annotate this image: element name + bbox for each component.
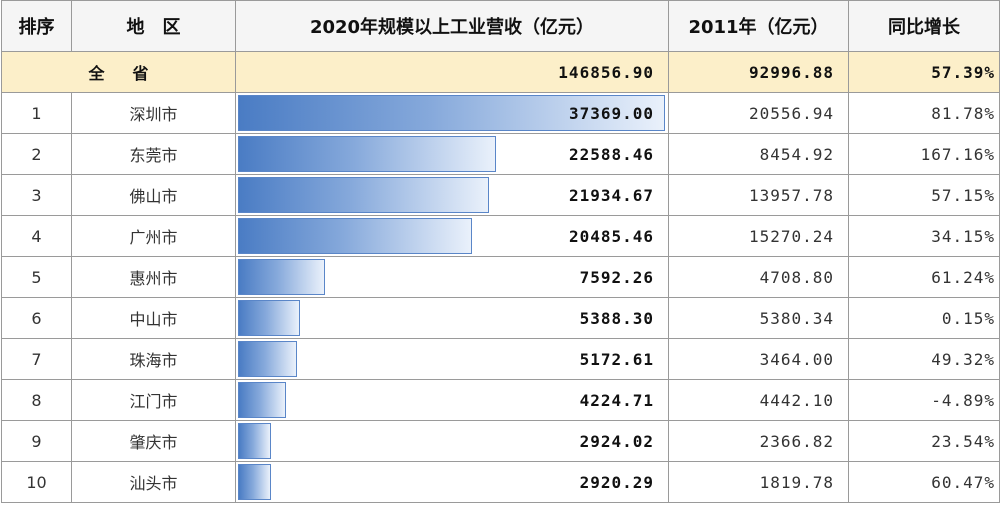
revenue-2011-cell: 2366.82 (668, 420, 849, 462)
region-cell: 汕头市 (71, 461, 236, 503)
rank-cell: 4 (1, 215, 72, 257)
data-bar (238, 95, 665, 131)
region-cell: 惠州市 (71, 256, 236, 298)
revenue-2020-value: 2924.02 (579, 431, 654, 451)
rank-cell: 9 (1, 420, 72, 462)
revenue-2020-cell: 4224.71 (235, 379, 669, 421)
data-bar (238, 177, 489, 213)
header-revenue-2020: 2020年规模以上工业营收（亿元） (235, 0, 669, 52)
revenue-2020-value: 2920.29 (579, 472, 654, 492)
revenue-2011-cell: 5380.34 (668, 297, 849, 339)
table-row: 1 深圳市 37369.00 20556.94 81.78% (1, 92, 1000, 134)
region-cell: 肇庆市 (71, 420, 236, 462)
region-cell: 东莞市 (71, 133, 236, 175)
revenue-2020-cell: 37369.00 (235, 92, 669, 134)
total-label: 全省 (1, 51, 236, 93)
rank-cell: 7 (1, 338, 72, 380)
growth-cell: 34.15% (848, 215, 1000, 257)
region-cell: 深圳市 (71, 92, 236, 134)
revenue-2020-value: 20485.46 (568, 226, 654, 246)
data-bar (238, 259, 325, 295)
growth-cell: 0.15% (848, 297, 1000, 339)
growth-cell: 23.54% (848, 420, 1000, 462)
data-bar (238, 136, 496, 172)
revenue-2020-value: 4224.71 (579, 390, 654, 410)
total-growth: 57.39% (848, 51, 1000, 93)
data-bar (238, 382, 286, 418)
revenue-2011-cell: 20556.94 (668, 92, 849, 134)
rank-cell: 1 (1, 92, 72, 134)
region-cell: 珠海市 (71, 338, 236, 380)
growth-cell: 57.15% (848, 174, 1000, 216)
header-growth: 同比增长 (848, 0, 1000, 52)
region-cell: 广州市 (71, 215, 236, 257)
revenue-2020-cell: 20485.46 (235, 215, 669, 257)
revenue-2020-value: 37369.00 (568, 103, 654, 123)
total-revenue-2020: 146856.90 (235, 51, 669, 93)
header-rank: 排序 (1, 0, 72, 52)
data-bar (238, 341, 297, 377)
revenue-2020-cell: 2920.29 (235, 461, 669, 503)
table-row: 4 广州市 20485.46 15270.24 34.15% (1, 215, 1000, 257)
table-row: 7 珠海市 5172.61 3464.00 49.32% (1, 338, 1000, 380)
growth-cell: -4.89% (848, 379, 1000, 421)
data-bar (238, 218, 472, 254)
region-cell: 佛山市 (71, 174, 236, 216)
revenue-2020-cell: 22588.46 (235, 133, 669, 175)
revenue-2011-cell: 4708.80 (668, 256, 849, 298)
revenue-2020-cell: 5388.30 (235, 297, 669, 339)
region-cell: 江门市 (71, 379, 236, 421)
rank-cell: 3 (1, 174, 72, 216)
revenue-2011-cell: 3464.00 (668, 338, 849, 380)
revenue-2020-cell: 21934.67 (235, 174, 669, 216)
revenue-2020-value: 5388.30 (579, 308, 654, 328)
header-region: 地 区 (71, 0, 236, 52)
header-row: 排序 地 区 2020年规模以上工业营收（亿元） 2011年（亿元） 同比增长 (1, 0, 1000, 52)
rank-cell: 2 (1, 133, 72, 175)
growth-cell: 81.78% (848, 92, 1000, 134)
revenue-2020-cell: 2924.02 (235, 420, 669, 462)
revenue-2011-cell: 8454.92 (668, 133, 849, 175)
data-bar (238, 464, 271, 500)
rank-cell: 5 (1, 256, 72, 298)
table-row: 5 惠州市 7592.26 4708.80 61.24% (1, 256, 1000, 298)
total-revenue-2011: 92996.88 (668, 51, 849, 93)
revenue-2020-value: 5172.61 (579, 349, 654, 369)
growth-cell: 49.32% (848, 338, 1000, 380)
revenue-2020-cell: 7592.26 (235, 256, 669, 298)
revenue-2020-value: 22588.46 (568, 144, 654, 164)
table-row: 9 肇庆市 2924.02 2366.82 23.54% (1, 420, 1000, 462)
rank-cell: 10 (1, 461, 72, 503)
table-row: 10 汕头市 2920.29 1819.78 60.47% (1, 461, 1000, 503)
revenue-2011-cell: 4442.10 (668, 379, 849, 421)
revenue-2011-cell: 1819.78 (668, 461, 849, 503)
rank-cell: 6 (1, 297, 72, 339)
data-bar (238, 300, 300, 336)
revenue-2020-value: 21934.67 (568, 185, 654, 205)
header-revenue-2011: 2011年（亿元） (668, 0, 849, 52)
revenue-2020-value: 7592.26 (579, 267, 654, 287)
table-row: 3 佛山市 21934.67 13957.78 57.15% (1, 174, 1000, 216)
revenue-2011-cell: 15270.24 (668, 215, 849, 257)
region-cell: 中山市 (71, 297, 236, 339)
revenue-2020-cell: 5172.61 (235, 338, 669, 380)
growth-cell: 167.16% (848, 133, 1000, 175)
table-row: 6 中山市 5388.30 5380.34 0.15% (1, 297, 1000, 339)
data-bar (238, 423, 271, 459)
table-row: 2 东莞市 22588.46 8454.92 167.16% (1, 133, 1000, 175)
table-row: 8 江门市 4224.71 4442.10 -4.89% (1, 379, 1000, 421)
growth-cell: 61.24% (848, 256, 1000, 298)
rank-cell: 8 (1, 379, 72, 421)
growth-cell: 60.47% (848, 461, 1000, 503)
total-row: 全省 146856.90 92996.88 57.39% (1, 51, 1000, 93)
revenue-2011-cell: 13957.78 (668, 174, 849, 216)
